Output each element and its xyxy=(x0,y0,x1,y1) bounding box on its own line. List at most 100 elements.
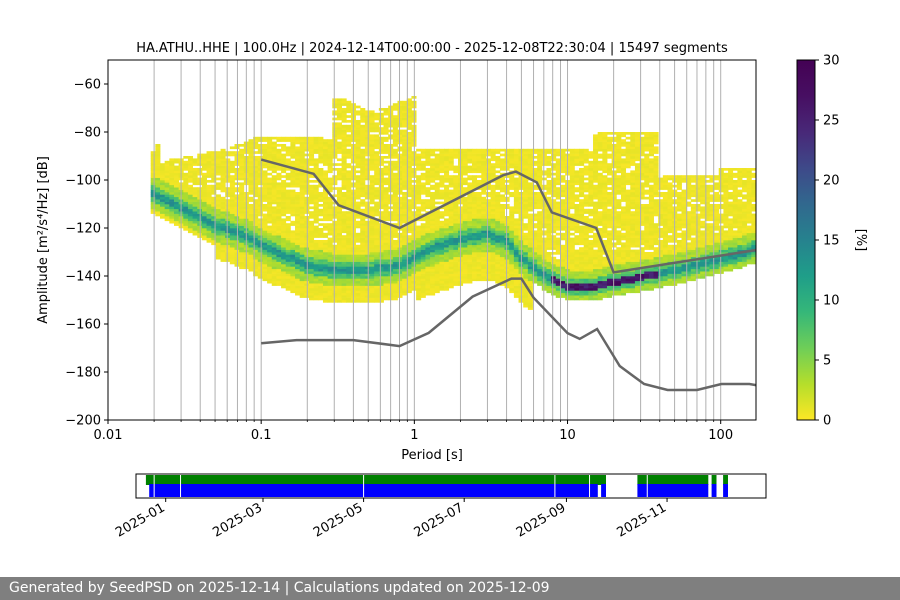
heatmap-cell xyxy=(341,259,347,262)
heatmap-cell xyxy=(355,110,361,114)
heatmap-cell xyxy=(341,237,347,241)
heatmap-cell xyxy=(271,156,277,159)
heatmap-cell xyxy=(444,230,450,234)
heatmap-cell xyxy=(281,139,287,142)
heatmap-cell xyxy=(327,208,333,212)
heatmap-cell xyxy=(192,230,198,234)
heatmap-cell xyxy=(229,182,235,186)
heatmap-cell xyxy=(481,204,487,207)
heatmap-cell xyxy=(462,268,468,272)
heatmap-cell xyxy=(513,182,519,186)
heatmap-cell xyxy=(406,144,412,147)
heatmap-cell xyxy=(523,180,529,183)
heatmap-cell xyxy=(332,228,338,231)
heatmap-cell xyxy=(425,189,431,193)
heatmap-cell xyxy=(309,201,315,205)
heatmap-cell xyxy=(537,204,543,207)
heatmap-cell xyxy=(267,165,273,169)
heatmap-cell xyxy=(476,268,482,272)
heatmap-cell xyxy=(434,285,440,289)
heatmap-cell xyxy=(336,158,342,162)
heatmap-cell xyxy=(527,204,533,207)
heatmap-cell xyxy=(150,211,156,214)
heatmap-cell xyxy=(416,230,422,234)
heatmap-cell xyxy=(332,300,338,303)
heatmap-cell xyxy=(462,266,468,270)
heatmap-cell xyxy=(378,175,384,178)
heatmap-cell xyxy=(378,108,384,111)
heatmap-cell xyxy=(155,168,161,171)
heatmap-cell xyxy=(271,264,277,267)
heatmap-cell xyxy=(499,208,505,212)
heatmap-cell xyxy=(485,230,491,234)
heatmap-cell xyxy=(555,192,561,195)
heatmap-cell xyxy=(378,196,384,200)
heatmap-column xyxy=(229,146,235,265)
heatmap-cell xyxy=(271,141,277,145)
heatmap-cell xyxy=(495,182,501,186)
heatmap-cell xyxy=(397,168,403,171)
heatmap-cell xyxy=(537,225,543,229)
heatmap-cell xyxy=(225,170,231,174)
heatmap-cell xyxy=(369,283,375,286)
heatmap-cell xyxy=(509,151,515,154)
heatmap-cell xyxy=(160,211,166,214)
heatmap-cell xyxy=(192,204,198,207)
heatmap-cell xyxy=(378,292,384,296)
heatmap-cell xyxy=(495,242,501,246)
heatmap-cell xyxy=(211,184,217,188)
heatmap-cell xyxy=(397,206,403,210)
heatmap-cell xyxy=(322,177,329,181)
heatmap-cell xyxy=(430,288,436,291)
heatmap-cell xyxy=(160,192,166,195)
heatmap-cell xyxy=(546,184,552,188)
heatmap-cell xyxy=(364,290,370,294)
heatmap-cell xyxy=(392,223,398,226)
heatmap-cell xyxy=(369,228,375,231)
heatmap-cell xyxy=(267,259,273,262)
heatmap-column xyxy=(211,151,217,246)
heatmap-cell xyxy=(262,213,268,217)
heatmap-cell xyxy=(406,132,412,135)
heatmap-cell xyxy=(551,280,557,284)
heatmap-cell xyxy=(309,242,315,246)
heatmap-cell xyxy=(229,170,235,174)
heatmap-cell xyxy=(439,182,445,186)
heatmap-cell xyxy=(201,163,207,166)
heatmap-cell xyxy=(383,259,389,262)
heatmap-cell xyxy=(253,204,259,207)
heatmap-cell xyxy=(471,237,478,241)
heatmap-cell xyxy=(397,273,403,277)
heatmap-cell xyxy=(392,266,398,270)
heatmap-cell xyxy=(341,276,347,279)
heatmap-cell xyxy=(364,136,370,140)
heatmap-cell xyxy=(416,225,422,229)
heatmap-cell xyxy=(341,271,347,274)
heatmap-cell xyxy=(416,182,422,186)
heatmap-cell xyxy=(467,187,473,190)
heatmap-cell xyxy=(471,266,478,270)
heatmap-cell xyxy=(383,204,389,207)
heatmap-cell xyxy=(448,189,454,193)
heatmap-cell xyxy=(313,180,319,183)
heatmap-cell xyxy=(546,218,552,222)
heatmap-cell xyxy=(537,230,543,234)
heatmap-cell xyxy=(211,223,217,226)
heatmap-cell xyxy=(555,148,561,152)
heatmap-cell xyxy=(425,288,431,291)
heatmap-cell xyxy=(164,165,170,169)
heatmap-cell xyxy=(206,156,212,159)
heatmap-cell xyxy=(523,172,529,176)
heatmap-cell xyxy=(160,163,166,166)
heatmap-cell xyxy=(397,180,403,183)
heatmap-cell xyxy=(355,280,361,284)
heatmap-cell xyxy=(239,144,245,147)
heatmap-cell xyxy=(560,264,566,267)
heatmap-cell xyxy=(253,184,259,188)
heatmap-cell xyxy=(253,235,259,238)
heatmap-cell xyxy=(434,280,440,284)
heatmap-cell xyxy=(541,208,547,212)
heatmap-cell xyxy=(267,225,273,229)
heatmap-cell xyxy=(453,283,459,286)
heatmap-cell xyxy=(485,244,491,248)
